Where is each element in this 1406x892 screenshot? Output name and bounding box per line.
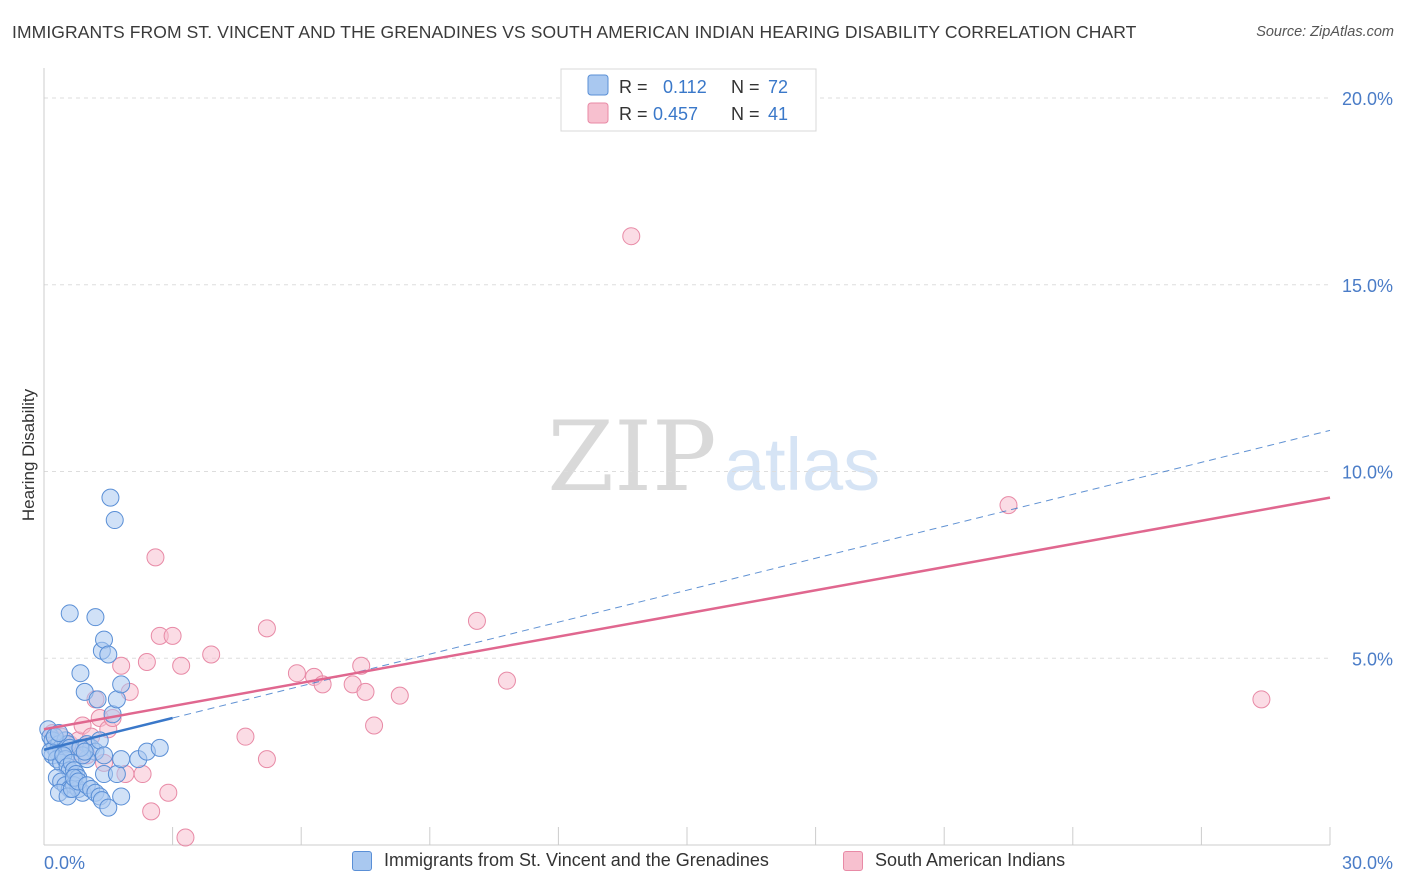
series-legend: Immigrants from St. Vincent and the Gren… xyxy=(0,850,1406,878)
data-point-south-american-indians xyxy=(390,686,409,705)
data-point-immigrants xyxy=(95,746,114,765)
legend-n-label: N = xyxy=(731,77,760,97)
data-point-south-american-indians xyxy=(257,750,276,769)
legend-item-immigrants: Immigrants from St. Vincent and the Gren… xyxy=(352,850,769,871)
data-point-immigrants xyxy=(86,608,105,627)
chart-title: IMMIGRANTS FROM ST. VINCENT AND THE GREN… xyxy=(12,22,1137,42)
legend-r-value: 0.457 xyxy=(653,104,698,124)
data-point-south-american-indians xyxy=(112,656,131,675)
data-point-immigrants xyxy=(71,664,90,683)
data-point-south-american-indians xyxy=(497,671,516,690)
data-point-south-american-indians xyxy=(287,664,306,683)
legend-label-immigrants: Immigrants from St. Vincent and the Gren… xyxy=(384,850,769,870)
legend-r-label: R = xyxy=(619,104,648,124)
legend: R = 0.112 N = 72 R = 0.457 N = 41 xyxy=(560,68,817,132)
y-tick-label: 5.0% xyxy=(1352,649,1393,669)
data-point-south-american-indians xyxy=(356,682,375,701)
y-axis-label: Hearing Disability xyxy=(19,388,38,521)
trend-line-south-american-indians xyxy=(43,496,1331,731)
data-point-south-american-indians xyxy=(133,765,152,784)
data-point-immigrants xyxy=(112,750,131,769)
legend-swatch-blue xyxy=(587,74,609,96)
legend-n-value: 41 xyxy=(768,104,788,124)
data-point-immigrants xyxy=(95,630,114,649)
legend-swatch-pink xyxy=(587,102,609,124)
source-note: Source: ZipAtlas.com xyxy=(1256,24,1394,40)
trend-lines xyxy=(43,429,1331,751)
data-point-immigrants xyxy=(103,705,122,724)
legend-swatch-immigrants xyxy=(352,850,372,871)
watermark-zip: ZIP xyxy=(547,401,716,513)
data-point-south-american-indians xyxy=(142,802,161,821)
data-point-immigrants xyxy=(112,675,131,694)
data-point-immigrants xyxy=(107,690,126,709)
data-point-south-american-indians xyxy=(467,611,486,630)
legend-label-south-american-indians: South American Indians xyxy=(875,850,1066,870)
legend-r-value: 0.112 xyxy=(663,77,707,97)
data-point-immigrants xyxy=(99,798,118,817)
data-point-immigrants xyxy=(50,723,69,742)
y-tick-label: 20.0% xyxy=(1342,89,1393,109)
watermark: ZIP atlas xyxy=(547,401,880,513)
data-point-south-american-indians xyxy=(365,716,384,735)
data-point-immigrants xyxy=(107,765,126,784)
trend-line-immigrants xyxy=(43,716,173,751)
data-point-immigrants xyxy=(60,604,79,623)
legend-n-label: N = xyxy=(731,104,760,124)
data-point-south-american-indians xyxy=(1252,690,1271,709)
data-point-immigrants xyxy=(88,690,107,709)
tick-labels: 5.0% 10.0% 15.0% 20.0% 0.0% 30.0% xyxy=(44,89,1393,873)
data-point-south-american-indians xyxy=(999,496,1018,515)
legend-r-label: R = xyxy=(619,77,648,97)
data-point-immigrants xyxy=(112,787,131,806)
legend-n-value: 72 xyxy=(768,77,788,97)
x-tick-label: 30.0% xyxy=(1342,853,1393,873)
data-points xyxy=(39,227,1271,847)
y-tick-label: 15.0% xyxy=(1342,276,1393,296)
y-tick-label: 10.0% xyxy=(1342,463,1393,483)
data-point-south-american-indians xyxy=(257,619,276,638)
data-point-south-american-indians xyxy=(236,727,255,746)
x-tick-label: 0.0% xyxy=(44,853,85,873)
data-point-immigrants xyxy=(150,738,169,757)
legend-item-south-american-indians: South American Indians xyxy=(843,850,1065,871)
legend-swatch-south-american-indians xyxy=(843,850,863,871)
data-point-immigrants xyxy=(75,742,94,761)
data-point-south-american-indians xyxy=(172,656,191,675)
watermark-atlas: atlas xyxy=(724,423,880,506)
data-point-south-american-indians xyxy=(163,626,182,645)
data-point-south-american-indians xyxy=(202,645,221,664)
data-point-south-american-indians xyxy=(622,227,641,246)
data-point-south-american-indians xyxy=(176,828,195,847)
data-point-immigrants xyxy=(105,511,124,530)
data-point-south-american-indians xyxy=(137,652,156,671)
data-point-immigrants xyxy=(101,488,120,507)
data-point-south-american-indians xyxy=(159,783,178,802)
data-point-south-american-indians xyxy=(146,548,165,567)
gridlines xyxy=(44,97,1330,659)
data-point-immigrants xyxy=(99,645,118,664)
axes xyxy=(43,68,1331,846)
